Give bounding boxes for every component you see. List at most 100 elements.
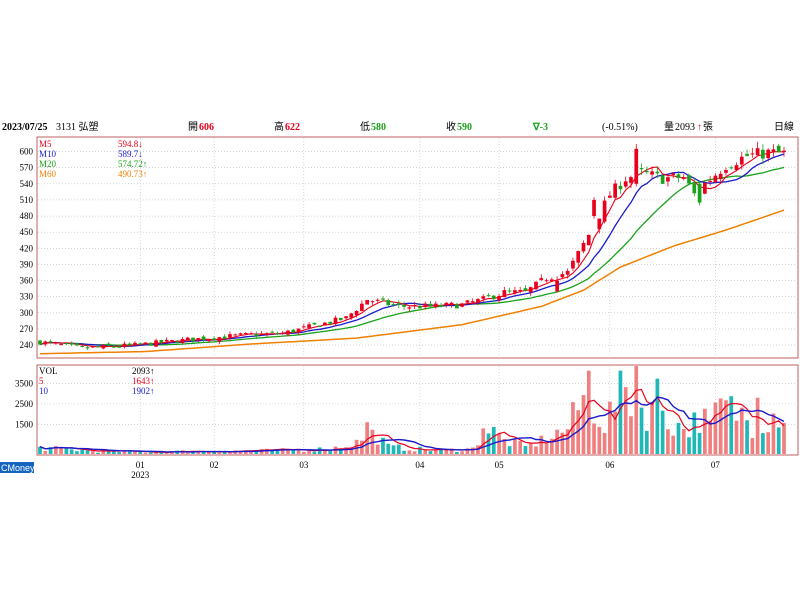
- candle: [386, 298, 391, 307]
- close-label: 收: [446, 120, 456, 133]
- candle: [233, 333, 238, 337]
- candle: [90, 346, 95, 348]
- volume-bar: [286, 449, 290, 454]
- candle: [507, 287, 512, 294]
- volume-bar: [159, 451, 164, 454]
- volume-label: 量: [664, 121, 674, 133]
- volume-unit: 張: [703, 121, 713, 133]
- volume-bar: [344, 447, 348, 454]
- candle: [660, 174, 665, 184]
- price-tick-label: 540: [20, 179, 34, 189]
- candle: [644, 166, 649, 175]
- volume-bar: [539, 435, 544, 454]
- candle: [291, 328, 296, 334]
- candle: [655, 166, 660, 179]
- volume-bar: [112, 449, 116, 454]
- volume-bar: [391, 445, 396, 454]
- volume-bar: [238, 450, 243, 454]
- volume-bar: [354, 439, 359, 454]
- candle: [143, 342, 148, 346]
- volume-bar: [280, 448, 285, 454]
- candle: [481, 294, 486, 302]
- volume-ma-lines: [39, 388, 785, 454]
- candle: [449, 301, 454, 308]
- price-tick-label: 390: [20, 259, 34, 269]
- candle: [312, 322, 317, 325]
- volume-bar: [618, 370, 623, 454]
- volume-bar: [497, 433, 501, 454]
- candle: [249, 331, 253, 335]
- volume-bar: [544, 443, 549, 454]
- x-tick-label: 07: [711, 460, 721, 470]
- volume-bar: [396, 444, 401, 454]
- price-legend-value: 594.8↓: [118, 139, 143, 149]
- candle: [608, 191, 612, 198]
- candle: [170, 339, 174, 342]
- volume-tick-label: 1500: [15, 419, 34, 429]
- volume-bar: [402, 450, 406, 454]
- candle: [745, 149, 749, 157]
- volume-bar: [439, 448, 443, 454]
- price-tick-label: 240: [20, 340, 34, 350]
- candle: [354, 310, 359, 318]
- volume-bar: [59, 447, 63, 454]
- volume-bar: [53, 446, 58, 454]
- volume-bar: [750, 438, 755, 454]
- volume-bar: [634, 366, 639, 454]
- candle: [650, 166, 654, 179]
- volume-bar: [518, 440, 523, 454]
- candle: [513, 286, 517, 295]
- price-axis: 240 270 300 330 360 390 420 450 480 510 540 570 600: [20, 147, 34, 351]
- price-legend-name: M60: [39, 169, 57, 179]
- candle: [138, 342, 143, 346]
- volume-bar: [444, 449, 449, 454]
- volume-value: 2093: [675, 122, 695, 133]
- candle: [64, 342, 69, 346]
- volume-bar: [265, 448, 269, 454]
- volume-bar: [407, 450, 412, 454]
- volume-bar: [428, 451, 433, 454]
- high-value: 622: [285, 122, 300, 133]
- volume-bar: [48, 447, 53, 454]
- candle: [502, 286, 507, 298]
- volume-bar: [697, 432, 702, 454]
- candle: [375, 298, 380, 303]
- volume-bar: [85, 450, 90, 454]
- candle: [470, 298, 475, 305]
- volume-bar: [386, 443, 391, 454]
- candle: [101, 344, 106, 350]
- volume-legend: VOL 2093↑ 5 1643↑ 10 1902↑: [39, 366, 155, 396]
- volume-bar: [122, 450, 127, 454]
- candle: [761, 144, 765, 165]
- volume-bar: [687, 437, 691, 454]
- x-tick-label: 04: [415, 460, 425, 470]
- volume-bar: [328, 450, 333, 454]
- volume-bar: [249, 451, 253, 454]
- price-tick-label: 480: [20, 211, 34, 221]
- candle: [396, 300, 401, 309]
- price-tick-label: 510: [20, 195, 34, 205]
- volume-bar: [138, 451, 143, 454]
- volume-bar: [592, 423, 596, 454]
- candle: [360, 300, 364, 312]
- volume-bar: [64, 448, 69, 454]
- candle: [423, 301, 428, 310]
- candle: [676, 171, 681, 183]
- volume-bar: [185, 452, 190, 454]
- volume-bar: [307, 450, 311, 454]
- candle: [338, 317, 343, 321]
- price-tick-label: 570: [20, 163, 34, 173]
- volume-bar: [565, 429, 570, 454]
- date-label: 2023/07/25: [2, 122, 48, 133]
- open-value: 606: [199, 122, 214, 133]
- candle: [465, 299, 470, 304]
- volume-bar: [528, 442, 533, 454]
- candle: [623, 176, 628, 189]
- candle: [755, 141, 760, 156]
- volume-bar: [660, 410, 665, 454]
- candle: [344, 315, 348, 322]
- candle: [201, 334, 206, 342]
- volume-legend-value: 1902↑: [132, 386, 155, 396]
- candle: [750, 147, 755, 158]
